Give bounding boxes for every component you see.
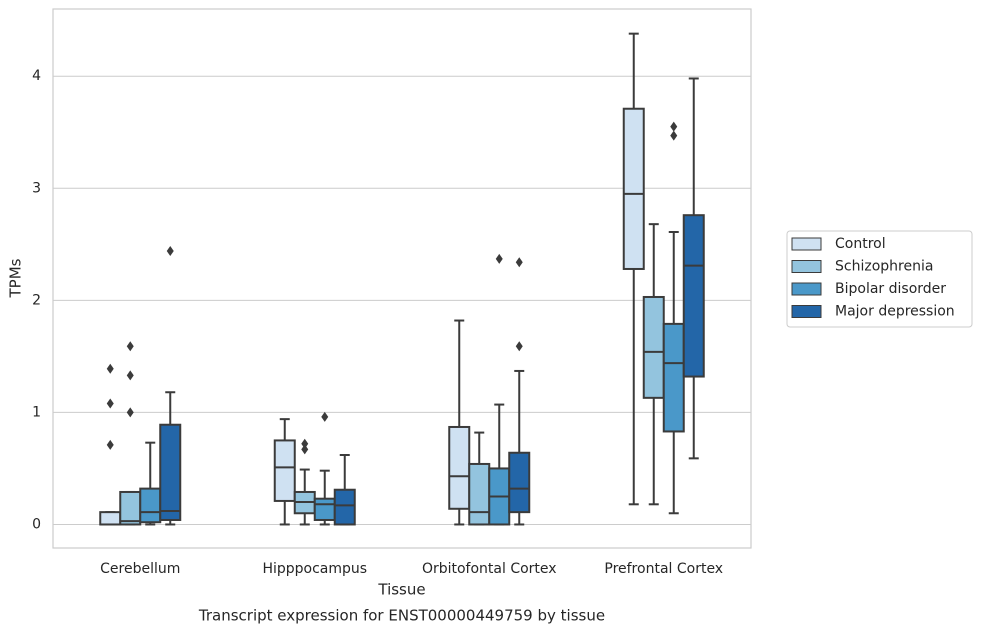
chart-title: Transcript expression for ENST0000044975… (198, 607, 605, 625)
legend-label: Major depression (835, 304, 955, 320)
outlier (126, 341, 134, 352)
legend-label: Control (835, 236, 886, 252)
x-tick-label: Cerebellum (100, 561, 180, 577)
box (468, 462, 491, 526)
box (99, 511, 122, 526)
plot-frame (52, 8, 752, 549)
legend-swatch (791, 260, 822, 273)
outlier (301, 444, 309, 455)
y-tick-label: 3 (32, 180, 41, 196)
legend-label: Schizophrenia (835, 259, 933, 275)
box (313, 497, 336, 521)
outlier (495, 253, 503, 264)
box (333, 488, 356, 526)
outlier (515, 341, 523, 352)
outlier (126, 370, 134, 381)
outlier (301, 438, 309, 449)
x-tick-label: Prefrontal Cortex (604, 561, 723, 577)
box (139, 487, 162, 524)
y-axis-label: TPMs (7, 258, 25, 298)
box (273, 439, 296, 502)
x-axis-label: Tissue (377, 581, 425, 599)
outlier (106, 363, 114, 374)
x-tick-label: Hipppocampus (262, 561, 367, 577)
box (662, 322, 685, 433)
legend-swatch (791, 282, 822, 296)
x-tick-label: Orbitofontal Cortex (422, 561, 557, 577)
box (622, 107, 645, 270)
y-tick-label: 1 (32, 404, 41, 420)
box (682, 214, 705, 378)
outlier (166, 246, 174, 257)
legend-label: Bipolar disorder (835, 281, 946, 297)
box (642, 295, 665, 399)
box (119, 490, 142, 526)
outlier (106, 398, 114, 409)
y-tick-label: 2 (32, 292, 41, 308)
outlier (670, 121, 678, 132)
box (508, 451, 531, 514)
y-tick-label: 4 (32, 68, 41, 84)
outlier (106, 439, 114, 450)
box (448, 425, 471, 510)
y-tick-label: 0 (32, 516, 41, 532)
box (159, 423, 182, 521)
outlier (670, 130, 678, 141)
outlier (321, 411, 329, 422)
outlier (126, 407, 134, 418)
legend-swatch (791, 237, 822, 251)
legend-frame (786, 230, 973, 328)
legend-swatch (791, 305, 822, 318)
outlier (515, 257, 523, 268)
